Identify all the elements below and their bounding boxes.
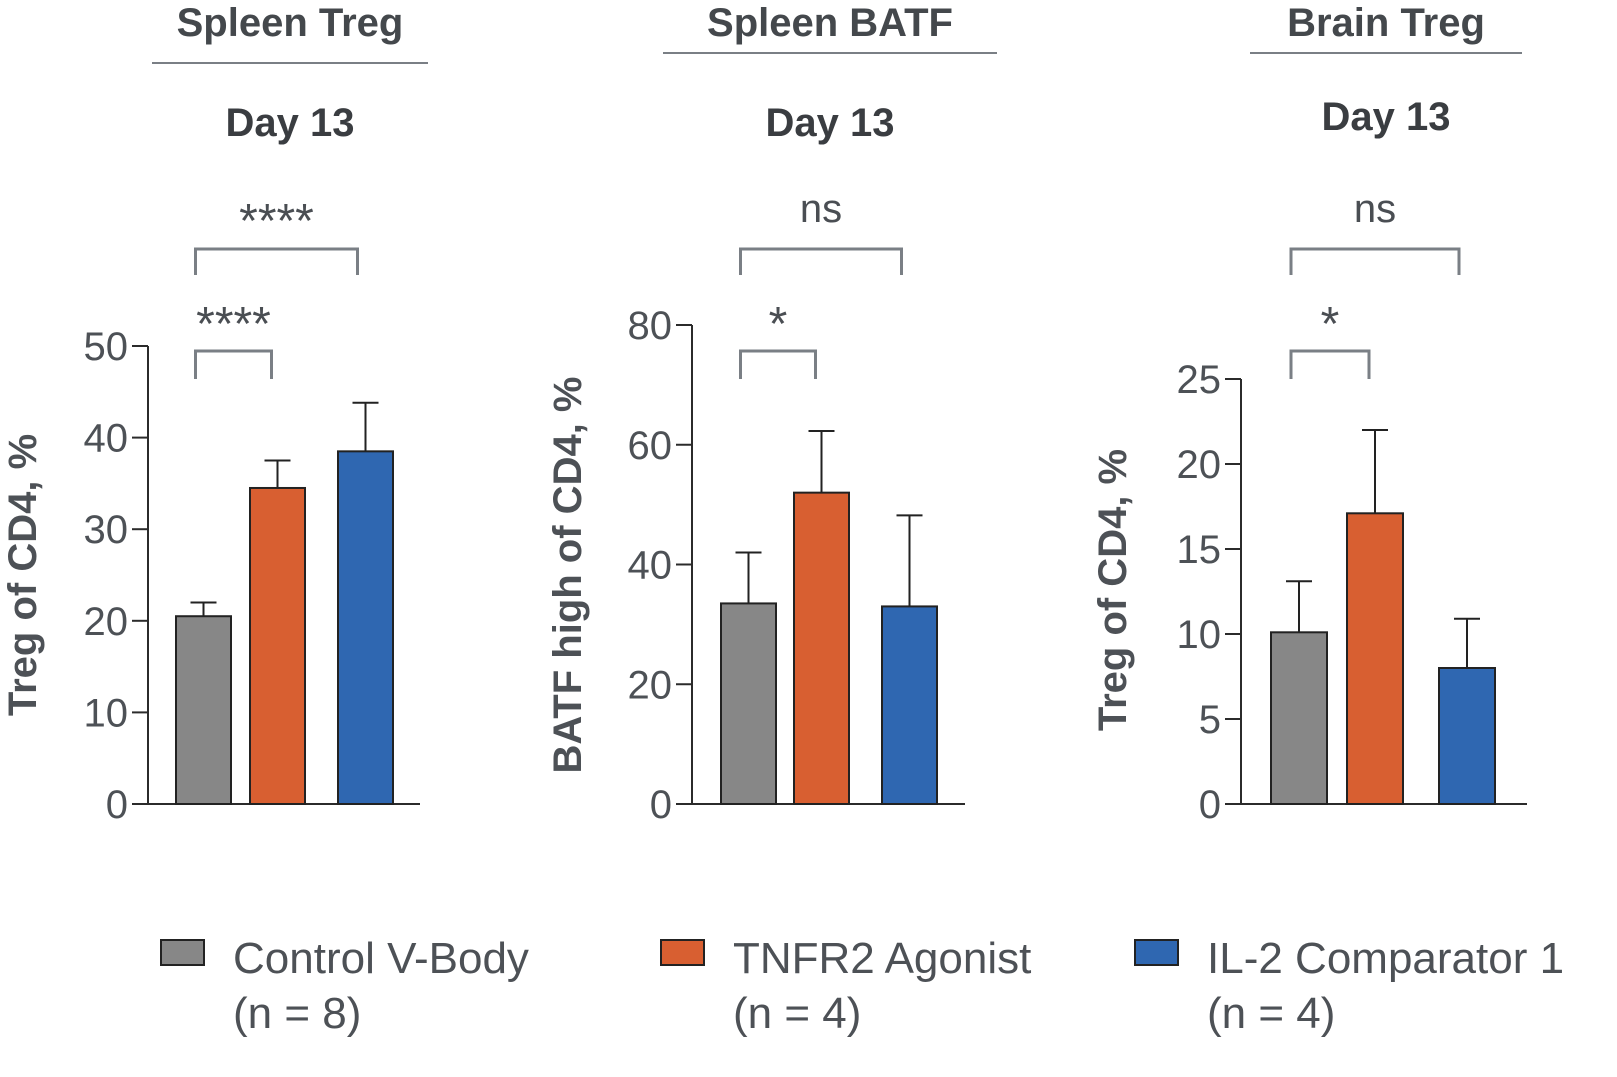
significance-bracket [739, 247, 903, 275]
bar-1 [249, 486, 306, 805]
y-tick-label: 10 [84, 691, 129, 735]
significance-label: **** [196, 298, 271, 351]
bar-2 [1438, 667, 1496, 805]
y-tick-label: 80 [628, 304, 673, 348]
significance-bracket [1289, 247, 1461, 275]
panel-1: Spleen Treg Day 13 0 10 20 30 40 50 Treg of CD4,… [1, 1, 428, 827]
y-tick-label: 5 [1199, 698, 1221, 742]
significance-bracket [194, 349, 273, 379]
y-tick-label: 25 [1177, 358, 1222, 402]
significance-label: ns [1354, 187, 1396, 231]
y-axis-label: BATF high of CD4, % [546, 377, 590, 774]
legend-count: (n = 4) [1207, 989, 1335, 1038]
y-tick-label: 40 [628, 544, 673, 588]
panel-3: Brain Treg Day 13 0 5 10 15 20 25 Treg of CD4, %… [1091, 1, 1527, 827]
y-tick-label: 0 [106, 783, 128, 827]
y-tick-label: 0 [1199, 783, 1221, 827]
y-tick-label: 15 [1177, 528, 1222, 572]
legend: Control V-Body (n = 8) TNFR2 Agonist (n = 4… [160, 934, 1564, 1038]
day-label: Day 13 [1322, 95, 1451, 139]
panel-title: Spleen Treg [177, 1, 404, 45]
day-label: Day 13 [766, 101, 895, 145]
y-tick-label: 20 [84, 600, 129, 644]
significance-label: * [769, 298, 788, 351]
bar-2 [881, 605, 938, 805]
y-tick-label: 0 [650, 783, 672, 827]
y-tick-label: 30 [84, 508, 129, 552]
significance-label: ns [800, 187, 842, 231]
legend-label: TNFR2 Agonist [733, 934, 1031, 983]
bar-1 [1346, 512, 1404, 805]
significance-bracket [739, 349, 817, 379]
legend-item: TNFR2 Agonist (n = 4) [660, 934, 1031, 1038]
y-tick-label: 20 [1177, 443, 1222, 487]
y-tick-label: 20 [628, 663, 673, 707]
panel-title: Brain Treg [1287, 1, 1485, 45]
y-axis-label: Treg of CD4, % [1, 434, 45, 716]
y-tick-label: 60 [628, 424, 673, 468]
significance-bracket [1289, 349, 1371, 379]
legend-label: Control V-Body [233, 934, 529, 983]
day-label: Day 13 [226, 101, 355, 145]
legend-item: Control V-Body (n = 8) [160, 934, 529, 1038]
significance-bracket [194, 247, 359, 275]
legend-label: IL-2 Comparator 1 [1207, 934, 1564, 983]
y-tick-label: 50 [84, 325, 129, 369]
bar-0 [1270, 631, 1328, 805]
bar-1 [793, 491, 850, 805]
y-axis-label: Treg of CD4, % [1091, 449, 1135, 731]
legend-swatch [660, 939, 705, 966]
panel-title: Spleen BATF [707, 1, 953, 45]
y-tick-label: 40 [84, 417, 129, 461]
bar-2 [337, 450, 394, 805]
legend-count: (n = 4) [733, 989, 861, 1038]
legend-count: (n = 8) [233, 989, 361, 1038]
significance-label: **** [239, 195, 314, 248]
bar-0 [720, 602, 777, 806]
legend-swatch [1134, 939, 1179, 966]
panel-2: Spleen BATF Day 13 0 20 40 60 80 BATF high of C… [546, 1, 997, 827]
significance-label: * [1321, 298, 1340, 351]
legend-item: IL-2 Comparator 1 (n = 4) [1134, 934, 1564, 1038]
y-tick-label: 10 [1177, 613, 1222, 657]
legend-swatch [160, 939, 205, 966]
bar-0 [175, 615, 232, 805]
